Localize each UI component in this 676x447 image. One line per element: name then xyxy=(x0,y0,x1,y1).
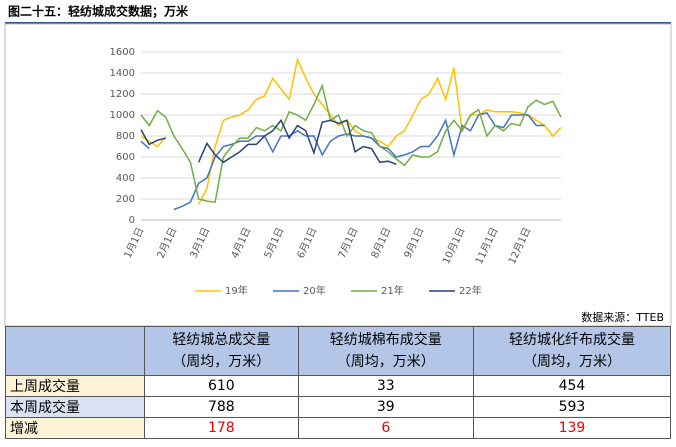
x-tick-label: 10月1日 xyxy=(440,225,467,266)
x-tick-label: 5月1日 xyxy=(262,225,287,260)
table-cell: 610 xyxy=(144,375,299,397)
x-tick-label: 6月1日 xyxy=(295,225,320,260)
y-tick-label: 400 xyxy=(116,173,135,184)
column-name: 轻纺城化纤布成交量 xyxy=(508,332,635,348)
x-tick-label: 2月1日 xyxy=(155,225,180,260)
column-header: 轻纺城总成交量 （周均，万米） xyxy=(144,326,299,376)
y-tick-label: 1600 xyxy=(110,47,135,58)
column-header: 轻纺城棉布成交量 （周均，万米） xyxy=(297,326,474,376)
x-tick-label: 8月1日 xyxy=(369,225,394,260)
y-tick-label: 0 xyxy=(129,215,135,226)
x-tick-label: 1月1日 xyxy=(122,225,147,260)
x-tick-label: 9月1日 xyxy=(402,225,427,260)
table-cell: 139 xyxy=(472,417,672,439)
table-cell: 178 xyxy=(144,417,299,439)
legend-label: 20年 xyxy=(303,284,326,297)
legend-label: 22年 xyxy=(459,284,482,297)
x-tick-label: 3月1日 xyxy=(188,225,213,260)
table-row: 上周成交量 610 33 454 xyxy=(5,375,672,397)
x-tick-label: 12月1日 xyxy=(506,225,533,266)
row-label: 本周成交量 xyxy=(5,396,145,418)
summary-table: 轻纺城总成交量 （周均，万米） 轻纺城棉布成交量 （周均，万米） 轻纺城化纤布成交量 （周… xyxy=(5,326,672,439)
corner-cell xyxy=(5,326,145,376)
legend-label: 19年 xyxy=(225,284,248,297)
chart: 图二十五：轻纺城成交数据；万米 数据来源：TTEB 0 200 400 600 800 1… xyxy=(4,4,672,326)
series-line xyxy=(140,118,397,166)
legend-label: 21年 xyxy=(381,284,404,297)
y-tick-label: 800 xyxy=(116,131,135,142)
page-title: 图二十五：轻纺城成交数据；万米 xyxy=(8,4,189,19)
table-row: 本周成交量 788 39 593 xyxy=(5,396,672,418)
y-tick-label: 200 xyxy=(116,194,135,205)
column-unit: （周均，万米） xyxy=(522,354,621,370)
row-label: 上周成交量 xyxy=(5,375,145,397)
table-cell: 788 xyxy=(144,396,299,418)
table-cell: 454 xyxy=(472,375,672,397)
x-tick-label: 4月1日 xyxy=(229,225,254,260)
table-cell: 593 xyxy=(472,396,672,418)
column-unit: （周均，万米） xyxy=(172,354,271,370)
chart-frame xyxy=(4,23,672,326)
table-cell: 39 xyxy=(297,396,474,418)
table-cell: 6 xyxy=(297,417,474,439)
series-line xyxy=(140,83,562,204)
table-cell: 33 xyxy=(297,375,474,397)
column-name: 轻纺城总成交量 xyxy=(172,332,271,348)
series-line xyxy=(140,56,562,205)
x-tick-label: 11月1日 xyxy=(473,225,500,266)
y-tick-label: 1000 xyxy=(110,110,135,121)
y-tick-label: 1400 xyxy=(110,68,135,79)
y-tick-label: 600 xyxy=(116,152,135,163)
table-row: 增减 178 6 139 xyxy=(5,417,672,439)
row-label: 增减 xyxy=(5,417,145,439)
x-tick-label: 7月1日 xyxy=(336,225,361,260)
source: 数据来源：TTEB xyxy=(581,310,664,324)
y-tick-label: 1200 xyxy=(110,89,135,100)
column-unit: （周均，万米） xyxy=(336,354,435,370)
column-name: 轻纺城棉布成交量 xyxy=(329,332,442,348)
column-header: 轻纺城化纤布成交量 （周均，万米） xyxy=(472,326,672,376)
